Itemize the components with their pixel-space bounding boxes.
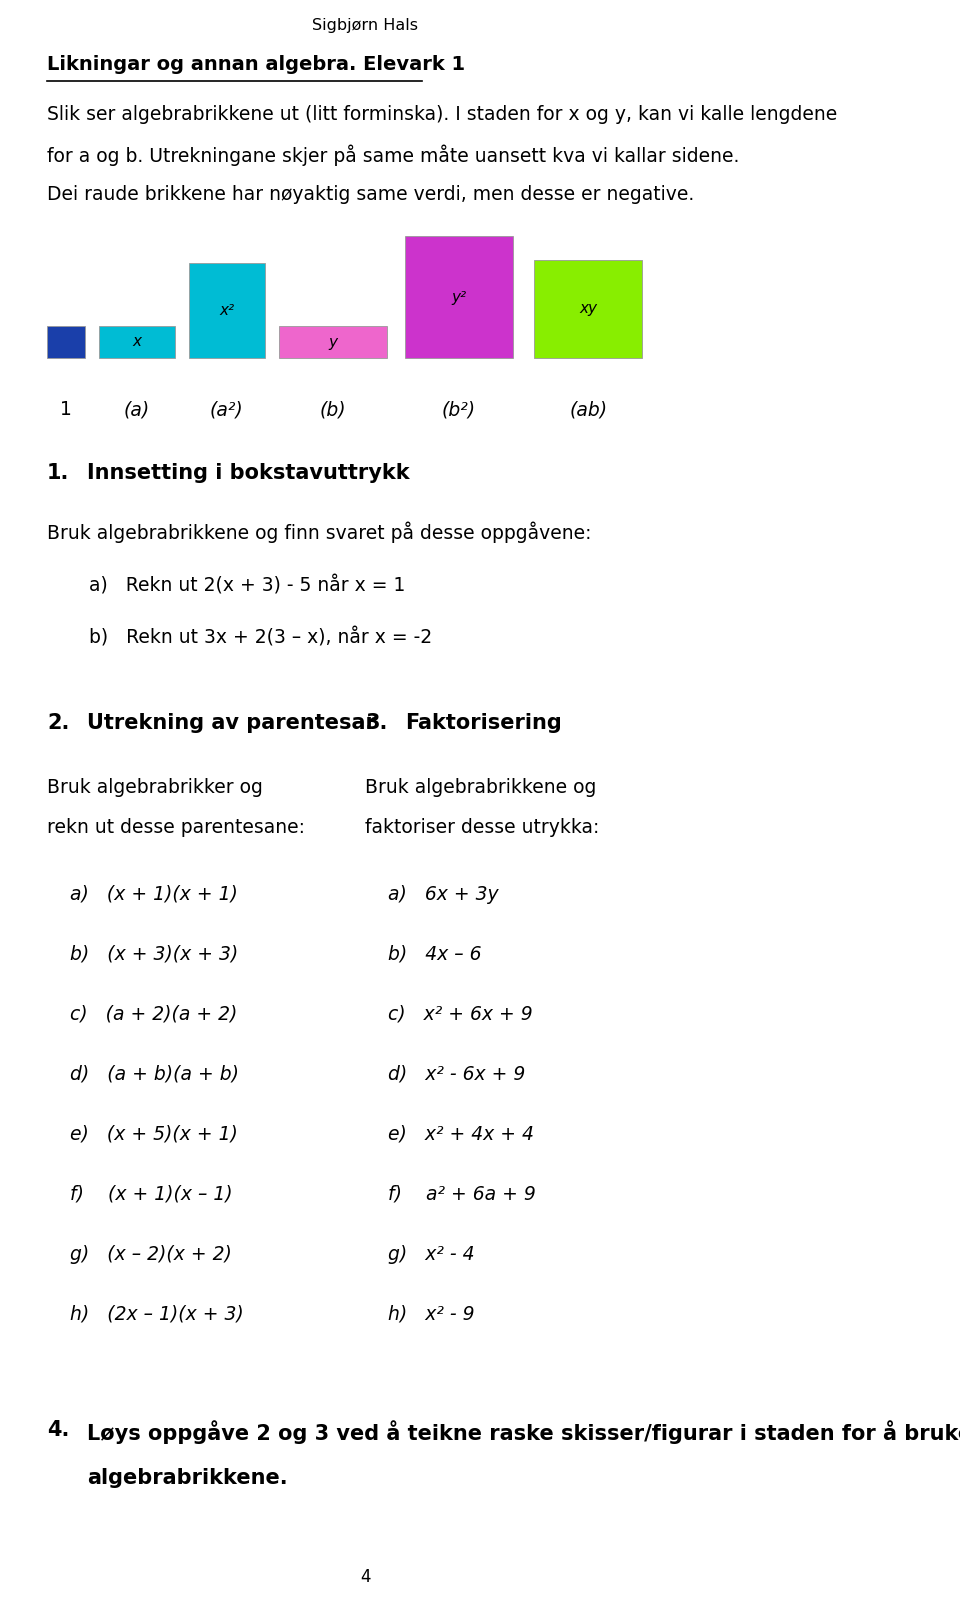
Text: a)   (x + 1)(x + 1): a) (x + 1)(x + 1)	[70, 884, 238, 904]
Text: d)   (a + b)(a + b): d) (a + b)(a + b)	[70, 1065, 239, 1084]
Text: 2.: 2.	[47, 714, 69, 733]
Text: (a²): (a²)	[210, 400, 244, 419]
FancyBboxPatch shape	[99, 325, 175, 358]
Text: e)   (x + 5)(x + 1): e) (x + 5)(x + 1)	[70, 1124, 238, 1144]
Text: c)   (a + 2)(a + 2): c) (a + 2)(a + 2)	[70, 1005, 237, 1025]
Text: Bruk algebrabrikker og: Bruk algebrabrikker og	[47, 778, 263, 797]
Text: h)   (2x – 1)(x + 3): h) (2x – 1)(x + 3)	[70, 1305, 244, 1324]
Text: b)   4x – 6: b) 4x – 6	[388, 946, 482, 963]
Text: x²: x²	[219, 303, 234, 317]
Text: f)    (x + 1)(x – 1): f) (x + 1)(x – 1)	[70, 1186, 232, 1203]
Text: y²: y²	[451, 290, 467, 304]
Text: Innsetting i bokstavuttrykk: Innsetting i bokstavuttrykk	[86, 462, 409, 483]
FancyBboxPatch shape	[279, 325, 387, 358]
Text: (ab): (ab)	[569, 400, 608, 419]
Text: g)   (x – 2)(x + 2): g) (x – 2)(x + 2)	[70, 1245, 232, 1265]
Text: x: x	[132, 335, 141, 350]
Text: xy: xy	[579, 301, 597, 316]
Text: Slik ser algebrabrikkene ut (litt forminska). I staden for x og y, kan vi kalle : Slik ser algebrabrikkene ut (litt formin…	[47, 105, 837, 124]
Text: algebrabrikkene.: algebrabrikkene.	[86, 1468, 287, 1489]
Text: b)   (x + 3)(x + 3): b) (x + 3)(x + 3)	[70, 946, 238, 963]
Text: Faktorisering: Faktorisering	[405, 714, 562, 733]
Text: (b): (b)	[320, 400, 347, 419]
Text: e)   x² + 4x + 4: e) x² + 4x + 4	[388, 1124, 534, 1144]
Text: g)   x² - 4: g) x² - 4	[388, 1245, 474, 1265]
Text: c)   x² + 6x + 9: c) x² + 6x + 9	[388, 1005, 533, 1025]
Text: 3.: 3.	[365, 714, 388, 733]
Text: f)    a² + 6a + 9: f) a² + 6a + 9	[388, 1186, 536, 1203]
Text: Likningar og annan algebra. Elevark 1: Likningar og annan algebra. Elevark 1	[47, 55, 466, 74]
Text: for a og b. Utrekningane skjer på same måte uansett kva vi kallar sidene.: for a og b. Utrekningane skjer på same m…	[47, 145, 739, 166]
Text: 1.: 1.	[47, 462, 69, 483]
Text: y: y	[329, 335, 338, 350]
Text: Bruk algebrabrikkene og finn svaret på desse oppgåvene:: Bruk algebrabrikkene og finn svaret på d…	[47, 520, 591, 543]
Text: a)   Rekn ut 2(x + 3) - 5 når x = 1: a) Rekn ut 2(x + 3) - 5 når x = 1	[89, 575, 405, 594]
Text: Utrekning av parentesar: Utrekning av parentesar	[86, 714, 375, 733]
Text: rekn ut desse parentesane:: rekn ut desse parentesane:	[47, 818, 305, 838]
FancyBboxPatch shape	[47, 325, 85, 358]
Text: 4: 4	[360, 1568, 371, 1585]
Text: 1: 1	[60, 400, 72, 419]
Text: faktoriser desse utrykka:: faktoriser desse utrykka:	[365, 818, 600, 838]
FancyBboxPatch shape	[534, 259, 642, 358]
Text: b)   Rekn ut 3x + 2(3 – x), når x = -2: b) Rekn ut 3x + 2(3 – x), når x = -2	[89, 628, 432, 648]
Text: Bruk algebrabrikkene og: Bruk algebrabrikkene og	[365, 778, 596, 797]
FancyBboxPatch shape	[405, 235, 513, 358]
Text: d)   x² - 6x + 9: d) x² - 6x + 9	[388, 1065, 525, 1084]
Text: (a): (a)	[124, 400, 150, 419]
Text: (b²): (b²)	[442, 400, 476, 419]
Text: 4.: 4.	[47, 1419, 69, 1440]
Text: Løys oppgåve 2 og 3 ved å teikne raske skisser/figurar i staden for å bruke: Løys oppgåve 2 og 3 ved å teikne raske s…	[86, 1419, 960, 1443]
FancyBboxPatch shape	[189, 263, 265, 358]
Text: Sigbjørn Hals: Sigbjørn Hals	[312, 18, 419, 32]
Text: a)   6x + 3y: a) 6x + 3y	[388, 884, 498, 904]
Text: Dei raude brikkene har nøyaktig same verdi, men desse er negative.: Dei raude brikkene har nøyaktig same ver…	[47, 185, 694, 205]
Text: h)   x² - 9: h) x² - 9	[388, 1305, 474, 1324]
